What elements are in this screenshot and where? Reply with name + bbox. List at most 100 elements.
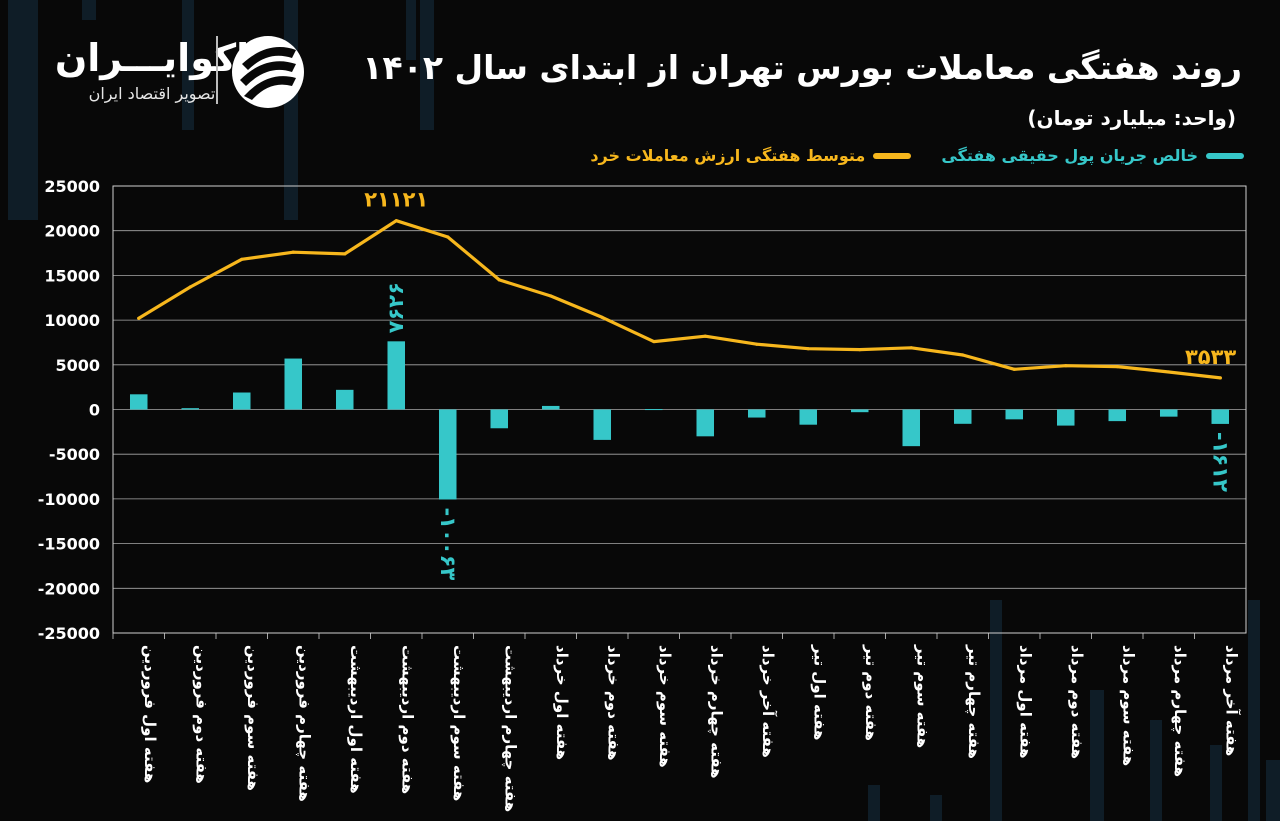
legend-swatch-bars: [1206, 152, 1244, 159]
bar-9: [593, 409, 612, 440]
line-point-0: [137, 316, 141, 320]
chart-legend: خالص جریان پول حقیقی هفتگی متوسط هفتگی ا…: [590, 146, 1244, 165]
bar-6: [438, 409, 457, 500]
y-tick-label: -5000: [49, 445, 100, 464]
decor-bar: [406, 0, 416, 60]
line-point-15: [909, 346, 913, 350]
x-tick-label: هفته سوم اردیبهشت: [450, 645, 468, 801]
bar-5: [387, 341, 406, 410]
line-point-21: [1218, 376, 1222, 380]
legend-label-line: متوسط هفتگی ارزش معاملات خرد: [590, 146, 866, 165]
line-point-19: [1115, 364, 1119, 369]
x-tick-label: هفته اول فروردین: [141, 645, 159, 783]
bar-3: [284, 358, 303, 410]
y-tick-label: -20000: [38, 579, 100, 598]
line-point-3: [291, 250, 295, 254]
x-tick-label: هفته سوم فروردین: [244, 645, 262, 791]
bar-0: [129, 394, 148, 410]
line-series: [137, 219, 1222, 380]
line-point-12: [755, 342, 759, 346]
line-point-2: [240, 257, 244, 261]
x-tick-label: هفته آخر مرداد: [1222, 645, 1240, 756]
line-point-7: [497, 278, 501, 282]
legend-label-bars: خالص جریان پول حقیقی هفتگی: [941, 146, 1198, 165]
decor-bar: [1266, 760, 1280, 821]
bar-19: [1108, 409, 1127, 422]
x-tick-label: هفته سوم مرداد: [1119, 645, 1137, 766]
bar-15: [902, 409, 921, 447]
data-label-0: ۲۱۱۲۱: [364, 188, 428, 212]
y-tick-label: 25000: [44, 177, 100, 196]
line-point-18: [1064, 364, 1068, 368]
bar-7: [490, 409, 509, 429]
bar-11: [696, 409, 715, 437]
x-tick-label: هفته چهارم اردیبهشت: [500, 645, 519, 812]
y-tick-label: 5000: [55, 356, 100, 375]
line-point-16: [961, 353, 965, 357]
decor-bar: [1150, 720, 1162, 821]
decor-bar: [8, 0, 38, 220]
x-tick-label: هفته چهارم تیر: [964, 644, 983, 759]
bar-2: [232, 392, 251, 410]
data-label-1: ۷۶۲۶: [384, 282, 408, 333]
line-point-13: [806, 347, 810, 351]
line-point-11: [703, 334, 707, 338]
line-point-20: [1167, 370, 1171, 374]
bar-13: [799, 409, 818, 425]
y-tick-label: 15000: [44, 266, 100, 285]
page-title: روند هفتگی معاملات بورس تهران از ابتدای …: [362, 48, 1242, 87]
decor-bar: [1090, 690, 1104, 821]
bar-14: [850, 409, 869, 413]
decor-bar: [990, 600, 1002, 821]
line-point-5: [394, 219, 398, 223]
y-tick-label: -15000: [38, 535, 100, 554]
bar-1: [181, 408, 200, 410]
decor-bar: [1210, 745, 1222, 821]
y-tick-label: -10000: [38, 490, 100, 509]
ecoiran-logo: اکوایـــران تصویر اقتصاد ایران: [46, 34, 316, 114]
bar-10: [644, 409, 663, 411]
bar-12: [747, 409, 766, 418]
x-tick-label: هفته دوم اردیبهشت: [398, 645, 416, 794]
x-tick-label: هفته اول اردیبهشت: [347, 645, 365, 794]
decor-bar: [420, 0, 434, 130]
line-point-17: [1012, 367, 1016, 371]
x-tick-label: هفته سوم خرداد: [656, 645, 674, 768]
bar-17: [1005, 409, 1024, 420]
x-tick-label: هفته چهارم خرداد: [706, 645, 725, 779]
legend-swatch-line: [873, 152, 912, 159]
x-tick-label: هفته اول مرداد: [1016, 645, 1034, 759]
x-tick-label: هفته دوم فروردین: [192, 645, 210, 784]
line-point-10: [652, 339, 656, 344]
bar-16: [953, 409, 972, 424]
x-tick-label: هفته دوم خرداد: [604, 645, 622, 761]
x-tick-label: هفته دوم مرداد: [1068, 645, 1086, 759]
bar-18: [1056, 409, 1075, 426]
bar-21: [1211, 409, 1230, 424]
line-point-8: [549, 294, 553, 298]
x-tick-label: هفته آخر خرداد: [759, 645, 777, 758]
decor-bar: [1248, 600, 1260, 821]
x-tick-label: هفته سوم تیر: [913, 644, 931, 748]
line-point-1: [188, 285, 192, 289]
logo-divider: [216, 36, 218, 104]
logo-mark-icon: [232, 36, 304, 108]
x-tick-label: هفته چهارم فروردین: [294, 645, 313, 802]
line-point-9: [600, 315, 604, 320]
decor-bar: [868, 785, 880, 821]
data-label-2: -۱۰۰۶۳: [436, 507, 460, 580]
y-tick-label: 0: [89, 401, 100, 420]
x-tick-label: هفته چهارم مرداد: [1170, 645, 1189, 777]
decor-bar: [930, 795, 942, 821]
y-tick-label: 20000: [44, 222, 100, 241]
x-tick-label: هفته دوم تیر: [862, 644, 880, 741]
x-tick-label: هفته اول تیر: [810, 644, 828, 740]
decor-bar: [82, 0, 96, 20]
logo-tagline: تصویر اقتصاد ایران: [88, 84, 216, 103]
data-label-4: -۱۶۱۲: [1208, 432, 1232, 492]
data-label-3: ۳۵۳۳: [1185, 345, 1236, 369]
y-tick-label: 10000: [44, 311, 100, 330]
x-tick-label: هفته اول خرداد: [553, 645, 571, 760]
